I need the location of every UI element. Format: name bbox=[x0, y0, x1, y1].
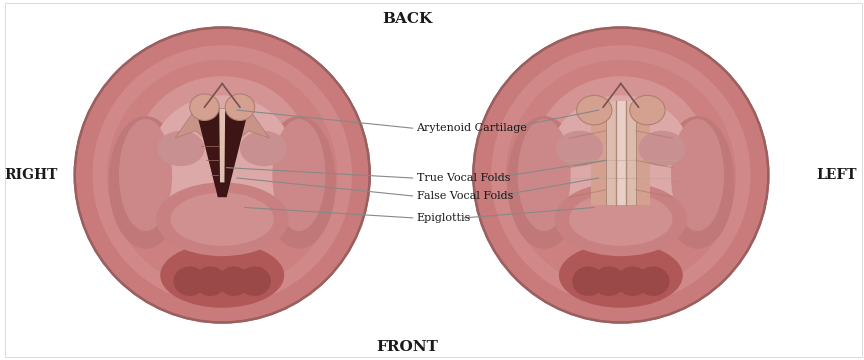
Ellipse shape bbox=[194, 266, 226, 296]
Ellipse shape bbox=[151, 95, 293, 219]
Polygon shape bbox=[175, 109, 226, 197]
Polygon shape bbox=[616, 101, 626, 204]
Ellipse shape bbox=[572, 266, 605, 296]
Ellipse shape bbox=[109, 116, 182, 249]
Circle shape bbox=[107, 60, 337, 290]
Ellipse shape bbox=[559, 243, 683, 308]
Text: True Vocal Folds: True Vocal Folds bbox=[416, 173, 510, 183]
Text: BACK: BACK bbox=[383, 12, 433, 26]
Ellipse shape bbox=[555, 183, 687, 256]
Ellipse shape bbox=[218, 266, 251, 296]
Polygon shape bbox=[218, 109, 270, 197]
Polygon shape bbox=[606, 101, 616, 204]
Ellipse shape bbox=[507, 116, 581, 249]
Polygon shape bbox=[626, 101, 636, 204]
Circle shape bbox=[92, 45, 352, 305]
Ellipse shape bbox=[238, 266, 271, 296]
Ellipse shape bbox=[550, 95, 692, 219]
Ellipse shape bbox=[637, 266, 670, 296]
Circle shape bbox=[505, 60, 736, 290]
Ellipse shape bbox=[190, 94, 219, 121]
Ellipse shape bbox=[157, 131, 205, 166]
Ellipse shape bbox=[240, 131, 287, 166]
Ellipse shape bbox=[160, 243, 284, 308]
Ellipse shape bbox=[593, 266, 626, 296]
Ellipse shape bbox=[616, 266, 649, 296]
Text: LEFT: LEFT bbox=[816, 168, 856, 182]
Text: Epiglottis: Epiglottis bbox=[416, 213, 471, 223]
Text: RIGHT: RIGHT bbox=[4, 168, 58, 182]
Circle shape bbox=[74, 27, 370, 323]
Ellipse shape bbox=[518, 119, 571, 231]
Polygon shape bbox=[591, 101, 651, 204]
Ellipse shape bbox=[638, 131, 686, 166]
Ellipse shape bbox=[661, 116, 734, 249]
Ellipse shape bbox=[226, 94, 255, 121]
Ellipse shape bbox=[174, 266, 206, 296]
Circle shape bbox=[491, 45, 751, 305]
Ellipse shape bbox=[262, 116, 336, 249]
Ellipse shape bbox=[576, 95, 612, 125]
Circle shape bbox=[473, 27, 768, 323]
Text: Arytenoid Cartilage: Arytenoid Cartilage bbox=[416, 123, 527, 133]
Text: False Vocal Folds: False Vocal Folds bbox=[416, 191, 513, 201]
Ellipse shape bbox=[170, 193, 274, 246]
Ellipse shape bbox=[569, 193, 672, 246]
Ellipse shape bbox=[137, 76, 308, 230]
Ellipse shape bbox=[119, 119, 172, 231]
Polygon shape bbox=[195, 109, 249, 197]
Ellipse shape bbox=[671, 119, 724, 231]
Ellipse shape bbox=[272, 119, 326, 231]
Ellipse shape bbox=[536, 76, 707, 230]
Text: FRONT: FRONT bbox=[377, 341, 439, 355]
Ellipse shape bbox=[556, 131, 603, 166]
Polygon shape bbox=[219, 109, 226, 183]
Ellipse shape bbox=[156, 183, 289, 256]
Ellipse shape bbox=[630, 95, 665, 125]
